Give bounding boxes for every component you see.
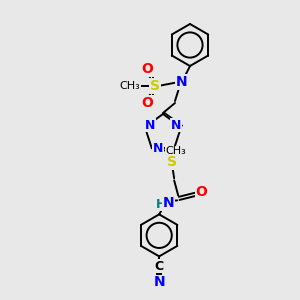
Text: S: S	[150, 79, 160, 93]
Text: H: H	[156, 198, 166, 211]
Text: N: N	[145, 118, 155, 132]
Text: N: N	[171, 118, 181, 132]
Text: N: N	[176, 75, 188, 89]
Text: CH₃: CH₃	[120, 81, 140, 91]
Text: N: N	[153, 142, 163, 155]
Text: N: N	[162, 196, 174, 210]
Text: O: O	[141, 62, 153, 76]
Text: O: O	[195, 185, 207, 200]
Text: S: S	[167, 155, 177, 170]
Text: CH₃: CH₃	[166, 146, 186, 156]
Text: N: N	[153, 275, 165, 290]
Text: C: C	[154, 260, 164, 273]
Text: O: O	[141, 96, 153, 110]
